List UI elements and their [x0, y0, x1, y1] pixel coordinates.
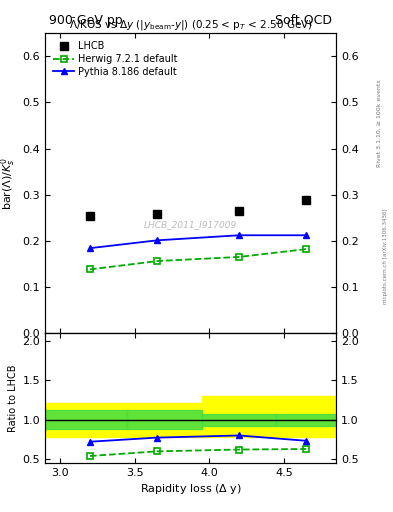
Text: 900 GeV pp: 900 GeV pp: [49, 14, 123, 27]
Y-axis label: Ratio to LHCB: Ratio to LHCB: [8, 365, 18, 432]
Y-axis label: bar($\Lambda$)/$K^0_s$: bar($\Lambda$)/$K^0_s$: [0, 157, 18, 209]
Text: LHCB_2011_I917009: LHCB_2011_I917009: [144, 221, 237, 229]
Legend: LHCB, Herwig 7.2.1 default, Pythia 8.186 default: LHCB, Herwig 7.2.1 default, Pythia 8.186…: [50, 38, 181, 80]
Title: $\bar{\Lambda}$/KOS vs $\Delta y$ ($|y_{\mathrm{beam}}$-$y|$) (0.25 < p$_T$ < 2.: $\bar{\Lambda}$/KOS vs $\Delta y$ ($|y_{…: [69, 17, 312, 33]
Text: mcplots.cern.ch [arXiv:1306.3436]: mcplots.cern.ch [arXiv:1306.3436]: [384, 208, 388, 304]
X-axis label: Rapidity loss ($\Delta$ y): Rapidity loss ($\Delta$ y): [140, 482, 242, 497]
Text: Rivet 3.1.10, ≥ 100k events: Rivet 3.1.10, ≥ 100k events: [377, 79, 382, 167]
Text: Soft QCD: Soft QCD: [275, 14, 332, 27]
